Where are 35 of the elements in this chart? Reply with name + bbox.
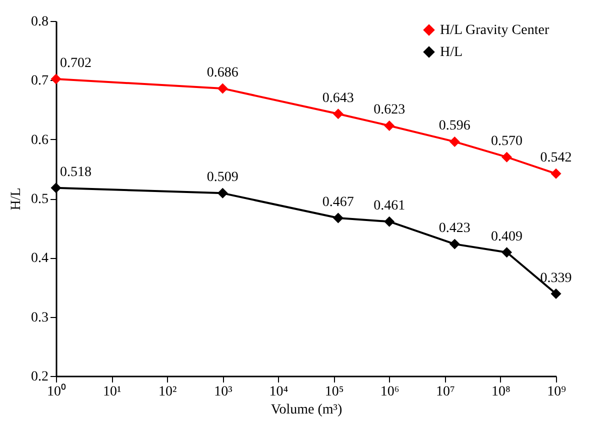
y-tick-label: 0.2 [31, 370, 48, 384]
y-tick-label: 0.4 [31, 251, 48, 266]
data-label: 0.509 [206, 170, 238, 186]
y-tick-label: 0.8 [31, 14, 48, 30]
x-tick-label: 10⁷ [436, 384, 455, 400]
data-label: 0.570 [491, 134, 523, 150]
data-label: 0.623 [374, 102, 406, 118]
data-label: 0.686 [206, 65, 238, 80]
data-label: 0.409 [491, 229, 523, 244]
data-label: 0.596 [438, 118, 470, 134]
y-tick-label: 0.7 [31, 74, 48, 89]
x-tick-label: 10⁶ [380, 384, 400, 400]
x-axis-title: Volume (m³) [270, 402, 342, 418]
x-tick-label: 10² [158, 384, 177, 400]
data-label: 0.643 [322, 90, 354, 106]
y-axis-title: H/L [9, 188, 24, 210]
y-tick-label: 0.5 [31, 192, 48, 207]
x-tick-label: 10⁸ [492, 384, 510, 400]
x-tick-label: 10⁵ [324, 384, 344, 400]
data-label: 0.542 [540, 150, 572, 166]
data-label: 0.339 [540, 270, 572, 286]
x-tick-label: 10⁴ [269, 384, 288, 400]
data-label: 0.423 [438, 221, 470, 236]
x-tick-label: 10⁰ [47, 384, 66, 400]
y-tick-label: 0.6 [31, 132, 48, 148]
x-tick-label: 10¹ [102, 384, 122, 400]
data-label: 0.518 [60, 164, 92, 180]
legend-label: H/L Gravity Center [440, 23, 550, 38]
x-tick-label: 10⁹ [547, 384, 566, 400]
data-label: 0.702 [60, 56, 92, 71]
data-label: 0.467 [322, 195, 354, 210]
x-tick-label: 10³ [214, 384, 232, 400]
data-label: 0.461 [374, 198, 406, 214]
y-tick-label: 0.3 [31, 310, 48, 326]
legend-label: H/L [440, 45, 463, 60]
